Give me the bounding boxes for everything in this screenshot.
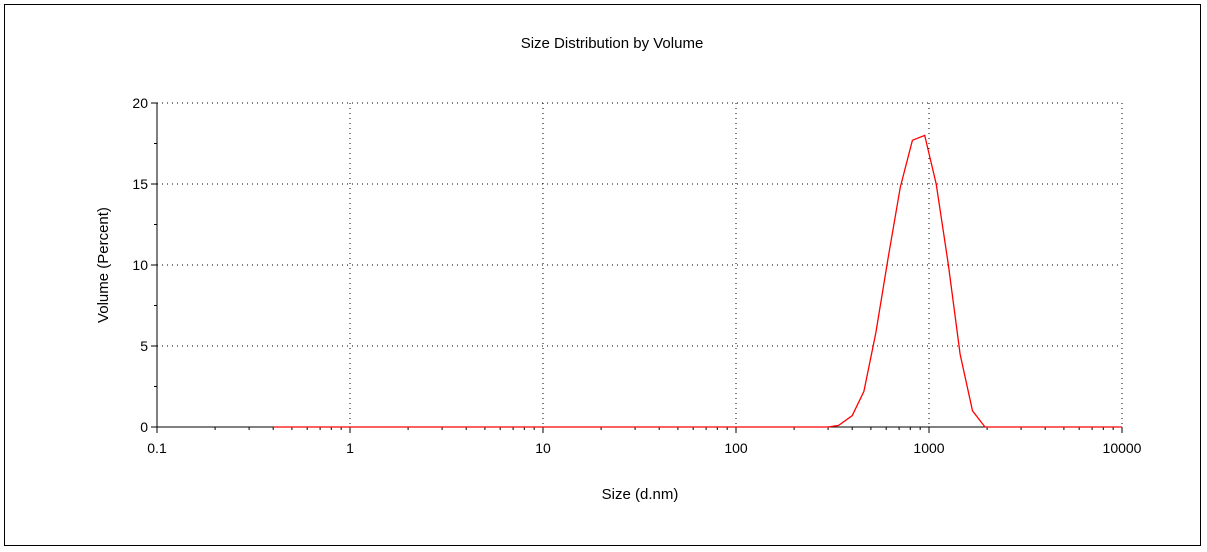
y-tick-label: 0 — [140, 419, 148, 435]
x-axis-label: Size (d.nm) — [602, 486, 679, 503]
chart-title: Size Distribution by Volume — [521, 35, 704, 52]
y-tick-label: 5 — [140, 338, 148, 354]
y-tick-label: 15 — [132, 176, 148, 192]
y-axis-label: Volume (Percent) — [95, 207, 112, 323]
x-tick-label: 10000 — [1103, 440, 1142, 456]
x-tick-label: 1000 — [913, 440, 944, 456]
x-tick-label: 100 — [724, 440, 748, 456]
x-tick-label: 10 — [535, 440, 551, 456]
chart-frame — [4, 4, 1201, 546]
x-tick-label: 1 — [346, 440, 354, 456]
y-tick-label: 10 — [132, 257, 148, 273]
series-line — [273, 134, 1122, 428]
series — [273, 134, 1122, 428]
y-tick-label: 20 — [132, 95, 148, 111]
x-tick-label: 0.1 — [147, 440, 167, 456]
grid — [157, 102, 1123, 427]
ticks: 0 5 10 15 20 0.1 1 10 100 1000 10000 — [132, 95, 1141, 456]
